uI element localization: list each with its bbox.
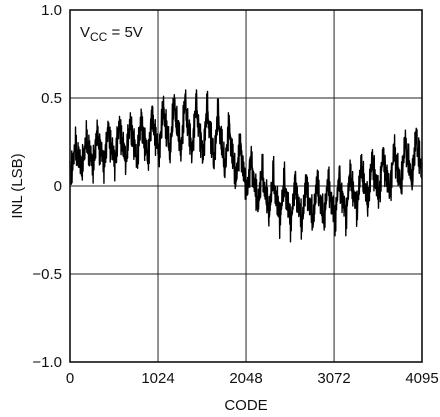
x-tick-label: 3072 — [317, 370, 350, 387]
y-tick-label: 0.5 — [41, 90, 62, 107]
y-tick-label: 1.0 — [41, 2, 62, 19]
inl-series-line — [69, 89, 423, 243]
vcc-annotation-rest: = 5V — [107, 24, 142, 41]
inl-trace-group — [69, 89, 423, 243]
x-tick-label: 2048 — [229, 370, 262, 387]
vcc-annotation-main: V — [80, 24, 90, 41]
x-tick-label: 1024 — [141, 370, 174, 387]
y-tick-labels: 1.0 0.5 0 −0.5 −1.0 — [32, 2, 62, 371]
x-tick-labels: 0 1024 2048 3072 4095 — [66, 370, 439, 387]
x-tick-label: 4095 — [405, 370, 438, 387]
vcc-annotation-subscript: CC — [90, 30, 108, 44]
y-tick-label: 0 — [54, 178, 62, 195]
y-axis-title: INL (LSB) — [9, 153, 26, 218]
vcc-annotation: VCC = 5V — [80, 24, 143, 44]
y-tick-label: −0.5 — [32, 266, 62, 283]
y-tick-label: −1.0 — [32, 354, 62, 371]
x-axis-title: CODE — [224, 397, 267, 414]
x-tick-label: 0 — [66, 370, 74, 387]
plot-frame — [69, 9, 423, 363]
